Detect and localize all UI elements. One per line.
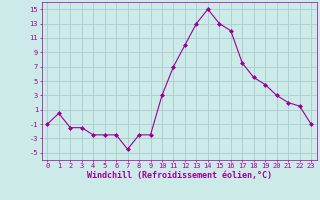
X-axis label: Windchill (Refroidissement éolien,°C): Windchill (Refroidissement éolien,°C) [87,171,272,180]
